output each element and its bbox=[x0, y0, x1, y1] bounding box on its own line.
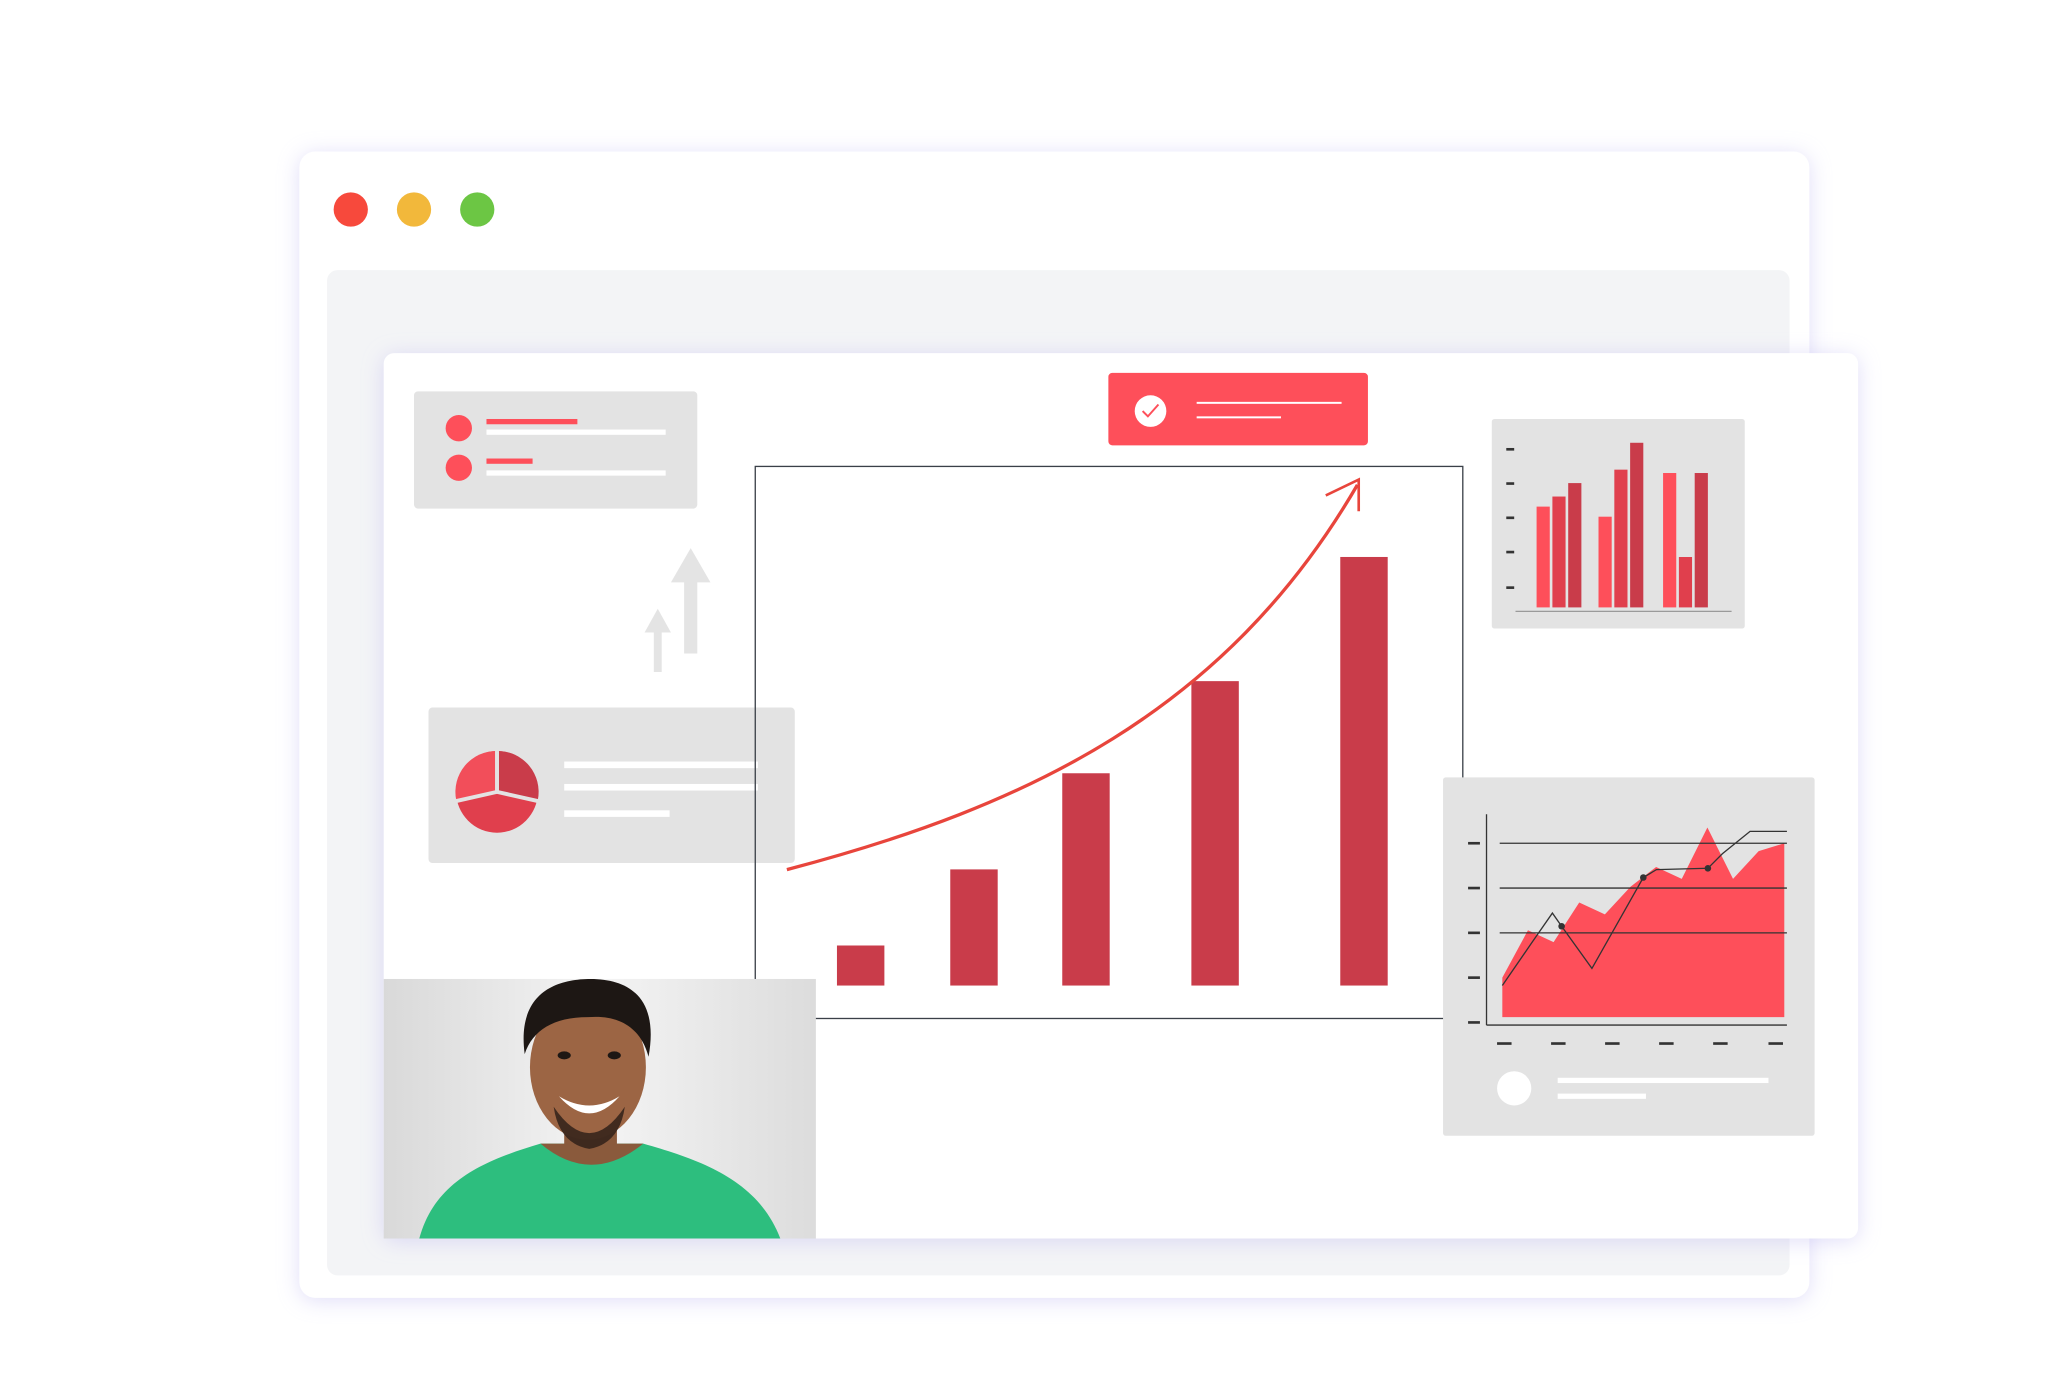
list-card bbox=[414, 391, 698, 509]
bar bbox=[950, 869, 998, 986]
bar bbox=[1630, 442, 1644, 608]
pie-slice bbox=[497, 751, 539, 800]
line-point bbox=[1558, 922, 1565, 930]
y-tick bbox=[1506, 447, 1515, 451]
y-tick bbox=[1506, 586, 1515, 589]
face bbox=[529, 994, 646, 1140]
bar bbox=[1340, 556, 1388, 986]
pie-chart bbox=[455, 751, 539, 833]
list-bullet bbox=[445, 454, 472, 481]
check-circle-icon bbox=[1134, 395, 1167, 427]
y-tick bbox=[1506, 550, 1515, 554]
y-tick bbox=[1506, 482, 1515, 485]
y-tick bbox=[1468, 976, 1480, 979]
line-point bbox=[1704, 864, 1712, 872]
x-tick bbox=[1659, 1042, 1674, 1045]
bar bbox=[1062, 773, 1110, 986]
user-photo bbox=[383, 978, 816, 1239]
pie-slice bbox=[455, 751, 498, 800]
x-tick bbox=[1713, 1042, 1728, 1045]
bar bbox=[1694, 473, 1708, 608]
bar bbox=[1663, 473, 1677, 608]
bar bbox=[1552, 496, 1566, 608]
y-tick bbox=[1468, 1021, 1480, 1024]
trend-curve bbox=[786, 484, 1359, 872]
minimize-dot[interactable] bbox=[396, 192, 432, 227]
close-dot[interactable] bbox=[333, 192, 368, 227]
x-tick bbox=[1551, 1042, 1566, 1045]
shirt bbox=[419, 1143, 781, 1239]
chart-frame bbox=[754, 465, 1464, 1020]
y-tick bbox=[1468, 886, 1480, 890]
y-tick bbox=[1468, 841, 1480, 845]
bar bbox=[1614, 469, 1628, 608]
bar bbox=[1536, 506, 1550, 608]
bar bbox=[1598, 516, 1612, 608]
line-point bbox=[1640, 874, 1647, 881]
hair bbox=[523, 978, 651, 1057]
bar bbox=[1191, 681, 1239, 986]
main-bar-chart bbox=[754, 465, 1464, 1020]
up-arrow-icon bbox=[644, 548, 711, 672]
trend-arrowhead bbox=[1325, 477, 1361, 512]
area-series bbox=[1502, 827, 1785, 1018]
list-bullet bbox=[445, 415, 472, 442]
y-tick bbox=[1506, 516, 1515, 520]
x-tick bbox=[1605, 1042, 1620, 1045]
area-chart-card bbox=[1443, 777, 1815, 1136]
legend-dot bbox=[1497, 1071, 1532, 1106]
pie-card bbox=[428, 707, 795, 864]
y-tick bbox=[1468, 931, 1480, 935]
maximize-dot[interactable] bbox=[460, 192, 495, 227]
bar bbox=[836, 945, 885, 986]
bar bbox=[1678, 557, 1693, 608]
x-tick bbox=[1768, 1042, 1783, 1045]
status-banner bbox=[1108, 372, 1368, 446]
x-tick bbox=[1497, 1042, 1512, 1045]
grouped-bar-card bbox=[1491, 418, 1745, 629]
bar bbox=[1568, 483, 1582, 608]
